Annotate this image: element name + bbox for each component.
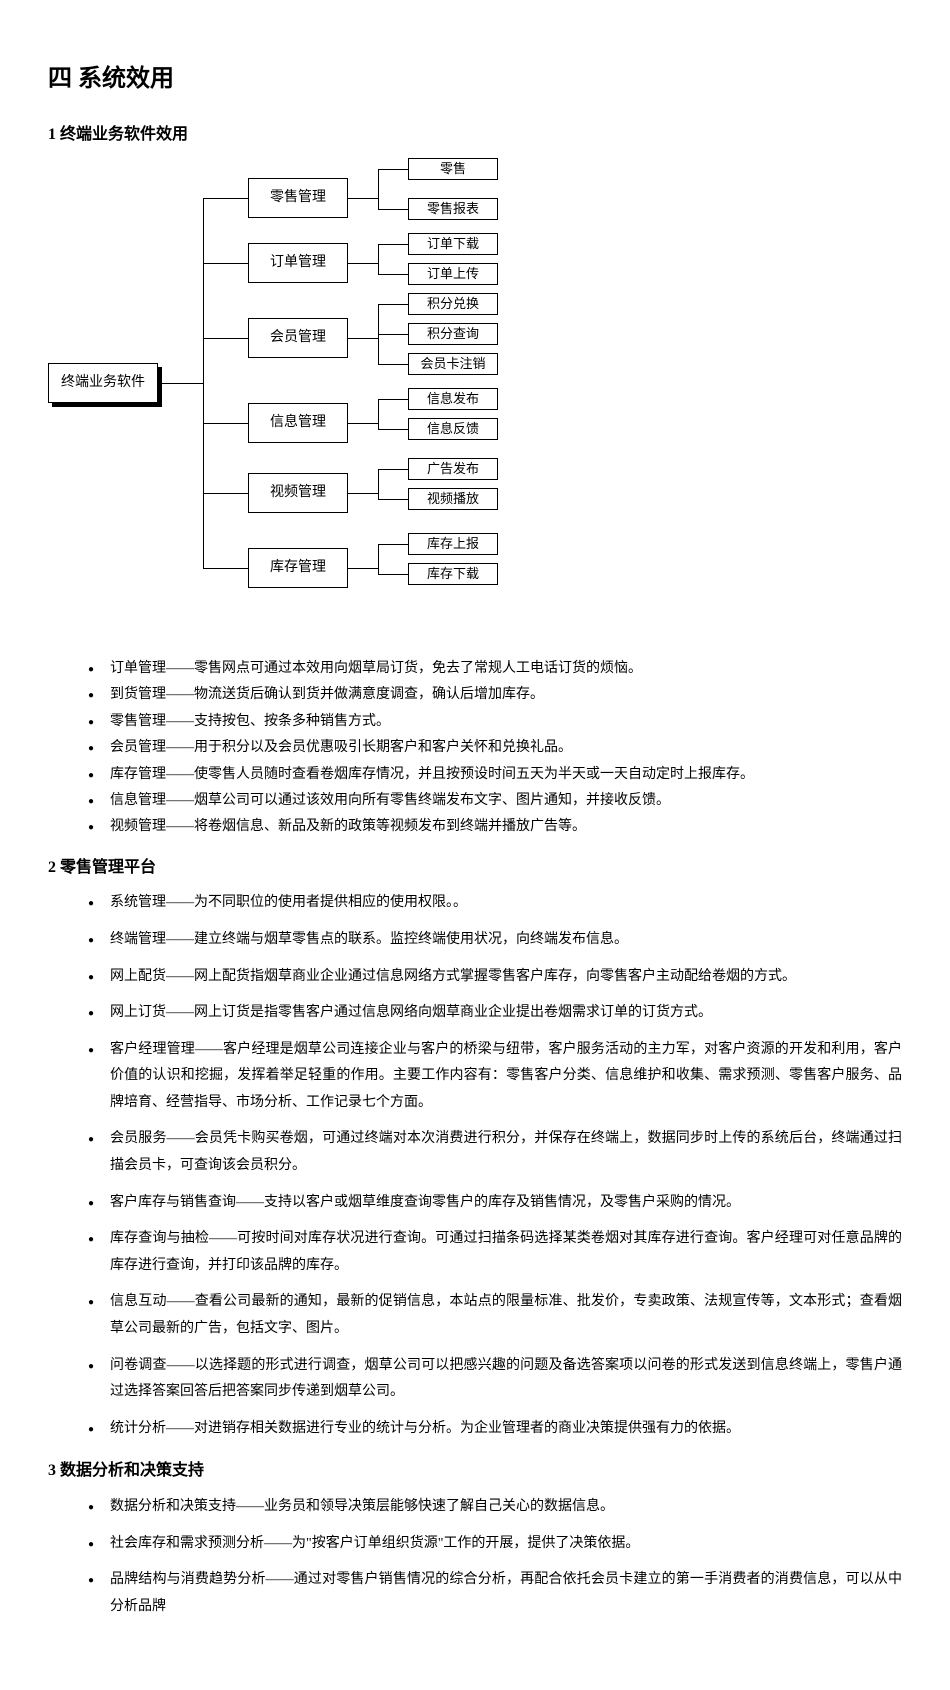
tree-category: 零售管理 [248,178,348,218]
tree-category: 库存管理 [248,548,348,588]
list-item: 到货管理——物流送货后确认到货并做满意度调查，确认后增加库存。 [88,684,902,706]
tree-category: 信息管理 [248,403,348,443]
list-item: 品牌结构与消费趋势分析——通过对零售户销售情况的综合分析，再配合依托会员卡建立的… [88,1567,902,1620]
page-title: 四 系统效用 [48,60,902,98]
list-item: 系统管理——为不同职位的使用者提供相应的使用权限。。 [88,890,902,917]
list-item: 信息管理——烟草公司可以通过该效用向所有零售终端发布文字、图片通知，并接收反馈。 [88,790,902,812]
tree-leaf: 广告发布 [408,458,498,480]
tree-leaf: 信息反馈 [408,418,498,440]
list-item: 订单管理——零售网点可通过本效用向烟草局订货，免去了常规人工电话订货的烦恼。 [88,658,902,680]
tree-leaf: 库存上报 [408,533,498,555]
bullet-list-2: 系统管理——为不同职位的使用者提供相应的使用权限。。终端管理——建立终端与烟草零… [48,890,902,1442]
tree-leaf: 库存下载 [408,563,498,585]
list-item: 库存查询与抽检——可按时间对库存状况进行查询。可通过扫描条码选择某类卷烟对其库存… [88,1226,902,1279]
tree-category: 订单管理 [248,243,348,283]
flowchart: 终端业务软件 零售管理 零售零售报表订单管理 订单下载订单上传会员管理 积分兑换积分查询… [48,158,528,628]
list-item: 网上订货——网上订货是指零售客户通过信息网络向烟草商业企业提出卷烟需求订单的订货… [88,1000,902,1027]
tree-leaf: 积分兑换 [408,293,498,315]
list-item: 零售管理——支持按包、按条多种销售方式。 [88,711,902,733]
tree-category: 会员管理 [248,318,348,358]
tree-root: 终端业务软件 [48,363,158,403]
list-item: 会员服务——会员凭卡购买卷烟，可通过终端对本次消费进行积分，并保存在终端上，数据… [88,1126,902,1179]
list-item: 统计分析——对进销存相关数据进行专业的统计与分析。为企业管理者的商业决策提供强有… [88,1416,902,1443]
list-item: 数据分析和决策支持——业务员和领导决策层能够快速了解自己关心的数据信息。 [88,1494,902,1521]
list-item: 库存管理——使零售人员随时查看卷烟库存情况，并且按预设时间五天为半天或一天自动定… [88,764,902,786]
section-3-heading: 3 数据分析和决策支持 [48,1458,902,1484]
tree-leaf: 订单上传 [408,263,498,285]
tree-leaf: 积分查询 [408,323,498,345]
list-item: 会员管理——用于积分以及会员优惠吸引长期客户和客户关怀和兑换礼品。 [88,737,902,759]
list-item: 网上配货——网上配货指烟草商业企业通过信息网络方式掌握零售客户库存，向零售客户主… [88,964,902,991]
list-item: 客户库存与销售查询——支持以客户或烟草维度查询零售户的库存及销售情况，及零售户采… [88,1190,902,1217]
tree-leaf: 订单下载 [408,233,498,255]
list-item: 终端管理——建立终端与烟草零售点的联系。监控终端使用状况，向终端发布信息。 [88,927,902,954]
section-2-heading: 2 零售管理平台 [48,855,902,881]
tree-leaf: 会员卡注销 [408,353,498,375]
bullet-list-3: 数据分析和决策支持——业务员和领导决策层能够快速了解自己关心的数据信息。社会库存… [48,1494,902,1620]
list-item: 视频管理——将卷烟信息、新品及新的政策等视频发布到终端并播放广告等。 [88,816,902,838]
bullet-list-1: 订单管理——零售网点可通过本效用向烟草局订货，免去了常规人工电话订货的烦恼。到货… [48,658,902,839]
list-item: 客户经理管理——客户经理是烟草公司连接企业与客户的桥梁与纽带，客户服务活动的主力… [88,1037,902,1117]
tree-leaf: 零售报表 [408,198,498,220]
tree-leaf: 零售 [408,158,498,180]
list-item: 社会库存和需求预测分析——为"按客户订单组织货源"工作的开展，提供了决策依据。 [88,1531,902,1558]
tree-leaf: 信息发布 [408,388,498,410]
tree-category: 视频管理 [248,473,348,513]
list-item: 信息互动——查看公司最新的通知，最新的促销信息，本站点的限量标准、批发价，专卖政… [88,1289,902,1342]
list-item: 问卷调查——以选择题的形式进行调查，烟草公司可以把感兴趣的问题及备选答案项以问卷… [88,1353,902,1406]
section-1-heading: 1 终端业务软件效用 [48,122,902,148]
tree-leaf: 视频播放 [408,488,498,510]
